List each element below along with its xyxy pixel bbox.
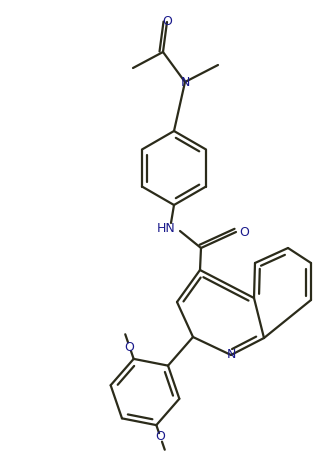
Text: N: N xyxy=(180,76,190,88)
Text: HN: HN xyxy=(157,221,175,235)
Text: O: O xyxy=(162,15,172,28)
Text: O: O xyxy=(156,431,165,443)
Text: O: O xyxy=(239,226,249,238)
Text: O: O xyxy=(125,341,135,353)
Text: N: N xyxy=(226,348,236,361)
